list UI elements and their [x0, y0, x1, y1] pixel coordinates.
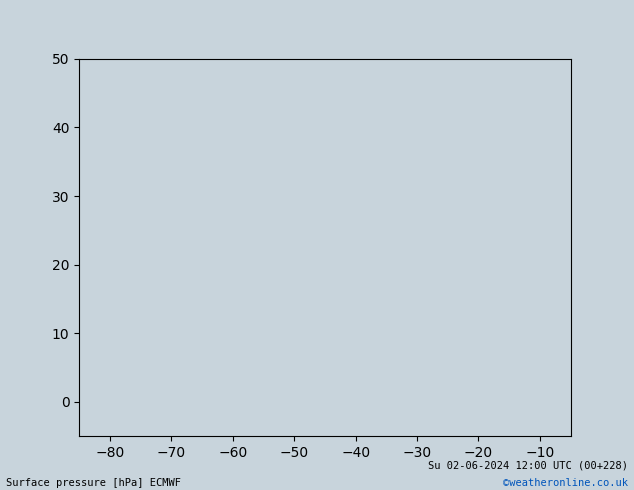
Text: Surface pressure [hPa] ECMWF: Surface pressure [hPa] ECMWF: [6, 478, 181, 488]
Text: Su 02-06-2024 12:00 UTC (00+228): Su 02-06-2024 12:00 UTC (00+228): [428, 461, 628, 470]
Text: ©weatheronline.co.uk: ©weatheronline.co.uk: [503, 478, 628, 488]
